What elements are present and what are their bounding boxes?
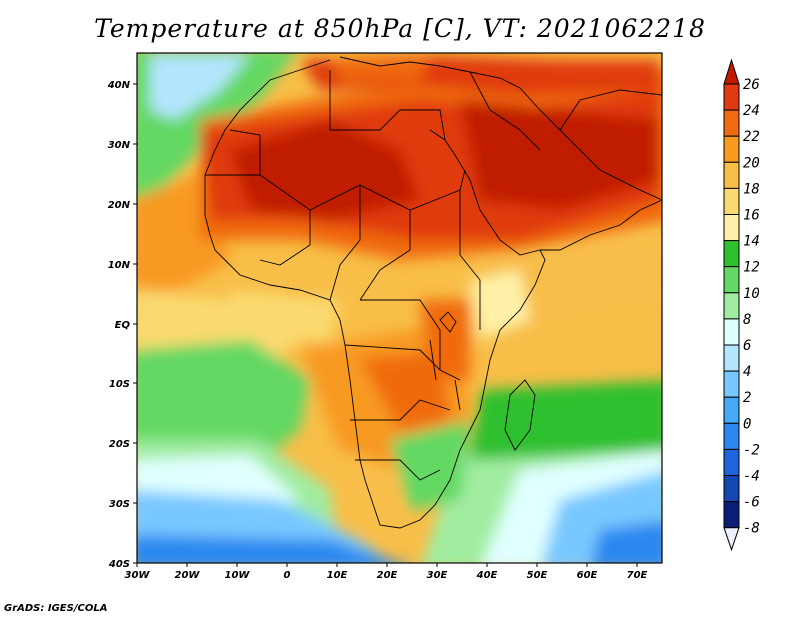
lat-label: 20S xyxy=(109,439,130,450)
colorbar-level-label: 6 xyxy=(743,338,751,354)
lat-label: 40N xyxy=(107,80,131,91)
colorbar-level-label: 22 xyxy=(743,129,760,145)
colorbar-swatch xyxy=(723,448,740,476)
colorbar-swatch xyxy=(723,422,740,450)
lat-label: EQ xyxy=(115,320,131,331)
colorbar-swatch xyxy=(723,161,740,189)
colorbar-swatch xyxy=(723,475,740,503)
colorbar-level-label: 18 xyxy=(743,181,760,197)
lat-label: 30N xyxy=(108,140,131,151)
colorbar-level-label: -2 xyxy=(743,442,760,458)
coastline-borders xyxy=(204,56,662,529)
lat-label: 40S xyxy=(108,559,130,570)
colorbar-level-label: 12 xyxy=(743,260,760,276)
colorbar-swatch xyxy=(723,83,740,111)
colorbar-swatch xyxy=(723,292,740,320)
lat-label: 30S xyxy=(109,499,130,510)
colorbar-level-label: 2 xyxy=(743,390,751,406)
colorbar-swatch xyxy=(723,344,740,372)
colorbar-swatch xyxy=(723,370,740,398)
plot-frame xyxy=(136,52,663,564)
lon-label: 30W xyxy=(125,570,151,581)
map-title: Temperature at 850hPa [C], VT: 202106221… xyxy=(94,14,706,43)
colorbar-level-label: 24 xyxy=(743,103,760,119)
lon-label: 10W xyxy=(225,570,251,581)
lon-label: 60E xyxy=(577,570,598,581)
lon-axis: 30W 20W 10W 0 10E 20E 30E 40E 50E 60E 70… xyxy=(125,563,648,581)
colorbar-level-label: 20 xyxy=(743,155,760,171)
colorbar-level-label: -6 xyxy=(743,495,760,511)
lon-label: 10E xyxy=(327,570,348,581)
lat-label: 10N xyxy=(108,260,131,271)
lat-axis: 40N 30N 20N 10N EQ 10S 20S 30S 40S xyxy=(107,80,137,570)
colorbar-swatch xyxy=(723,109,740,137)
colorbar-level-label: -8 xyxy=(743,521,760,537)
colorbar-swatch xyxy=(723,214,740,242)
colorbar-swatch xyxy=(723,135,740,163)
lon-label: 40E xyxy=(476,570,498,581)
colorbar-level-label: 4 xyxy=(743,364,751,380)
colorbar-level-label: -4 xyxy=(743,469,760,485)
temperature-field xyxy=(137,53,662,563)
colorbar-bottom-arrow xyxy=(723,527,740,552)
lon-label: 20W xyxy=(175,570,201,581)
colorbar-level-label: 10 xyxy=(743,286,760,302)
colorbar-top-arrow xyxy=(723,58,740,85)
colorbar-level-label: 14 xyxy=(743,234,760,250)
colorbar-level-label: 8 xyxy=(743,312,751,328)
colorbar-swatch xyxy=(723,266,740,294)
colorbar-swatch xyxy=(723,187,740,215)
colorbar-level-label: 0 xyxy=(743,416,751,432)
colorbar-level-label: 26 xyxy=(743,77,760,93)
grads-credit: GrADS: IGES/COLA xyxy=(4,603,108,614)
lon-label: 30E xyxy=(427,570,448,581)
lon-label: 70E xyxy=(627,570,648,581)
colorbar-swatch xyxy=(723,396,740,424)
colorbar-swatch xyxy=(723,318,740,346)
lon-label: 0 xyxy=(284,570,291,581)
lon-label: 20E xyxy=(377,570,398,581)
colorbar-swatch xyxy=(723,501,740,529)
colorbar-swatch xyxy=(723,240,740,268)
lat-label: 20N xyxy=(108,200,131,211)
lon-label: 50E xyxy=(527,570,548,581)
colorbar-level-label: 16 xyxy=(743,208,760,224)
lat-label: 10S xyxy=(109,379,130,390)
